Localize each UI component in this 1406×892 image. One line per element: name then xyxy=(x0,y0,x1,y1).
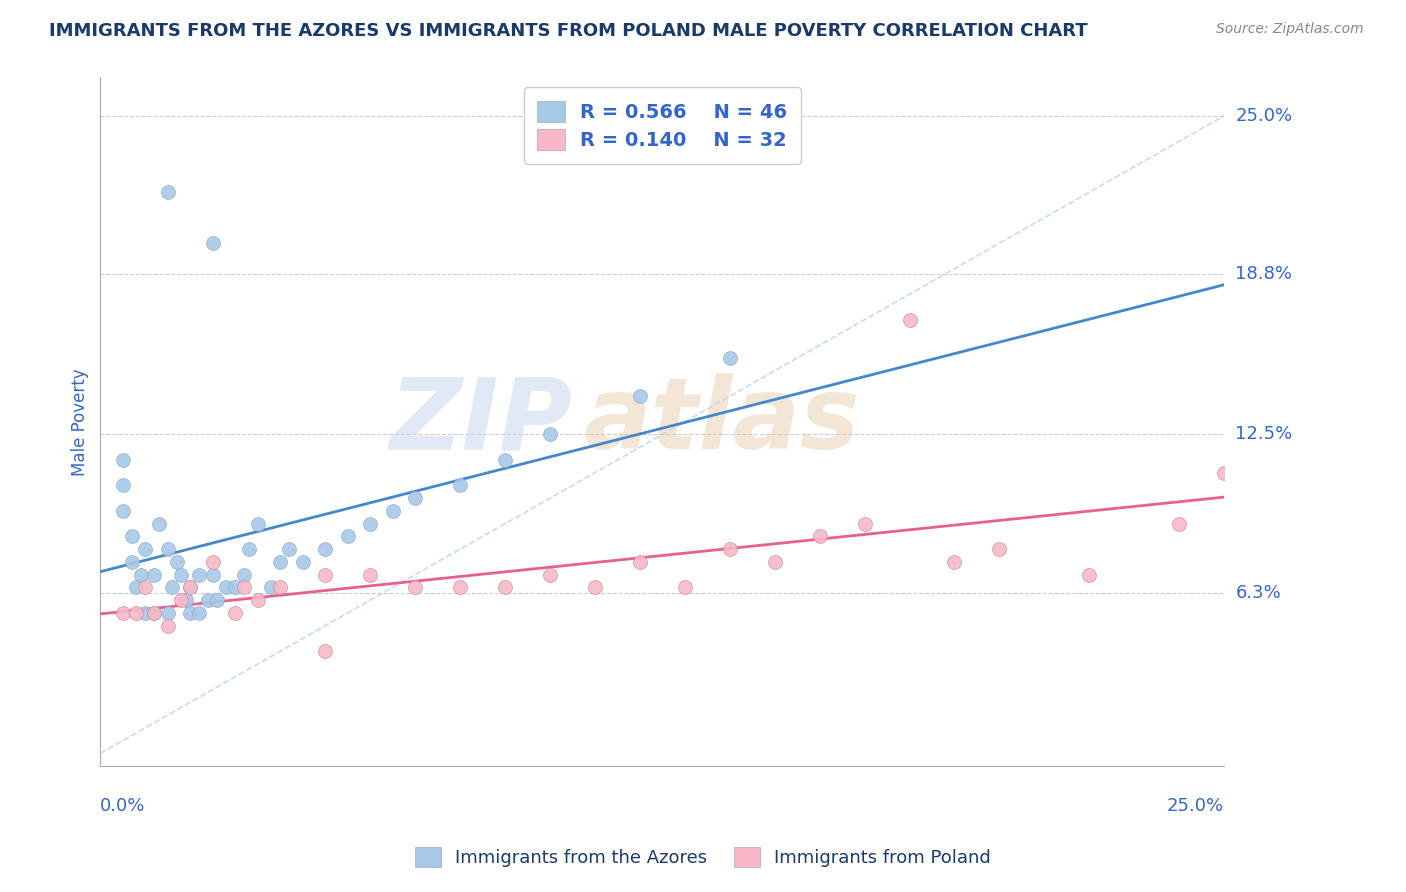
Point xyxy=(143,606,166,620)
Point xyxy=(143,606,166,620)
Point xyxy=(808,529,831,543)
Point xyxy=(314,542,336,557)
Text: 25.0%: 25.0% xyxy=(1236,107,1292,125)
Point xyxy=(207,593,229,607)
Point xyxy=(246,593,269,607)
Point xyxy=(628,389,651,403)
Point xyxy=(1078,567,1101,582)
Point xyxy=(291,555,314,569)
Point xyxy=(763,555,786,569)
Text: 25.0%: 25.0% xyxy=(1167,797,1225,814)
Point xyxy=(404,491,426,506)
Text: 6.3%: 6.3% xyxy=(1236,583,1281,601)
Point xyxy=(170,567,193,582)
Point xyxy=(260,581,283,595)
Point xyxy=(381,504,404,518)
Point xyxy=(188,567,211,582)
Point xyxy=(111,478,134,492)
Point xyxy=(174,593,197,607)
Point xyxy=(224,606,246,620)
Point xyxy=(278,542,301,557)
Point xyxy=(148,516,170,531)
Point xyxy=(718,542,741,557)
Point xyxy=(494,581,516,595)
Point xyxy=(201,236,224,251)
Point xyxy=(233,581,256,595)
Point xyxy=(143,567,166,582)
Point xyxy=(359,567,381,582)
Point xyxy=(449,581,471,595)
Point xyxy=(359,516,381,531)
Text: atlas: atlas xyxy=(583,373,860,470)
Text: 0.0%: 0.0% xyxy=(100,797,146,814)
Text: Source: ZipAtlas.com: Source: ZipAtlas.com xyxy=(1216,22,1364,37)
Point xyxy=(336,529,359,543)
Point xyxy=(1168,516,1191,531)
Point xyxy=(111,504,134,518)
Point xyxy=(179,606,201,620)
Point xyxy=(129,567,152,582)
Point xyxy=(224,581,246,595)
Legend: R = 0.566    N = 46, R = 0.140    N = 32: R = 0.566 N = 46, R = 0.140 N = 32 xyxy=(523,87,801,163)
Point xyxy=(179,581,201,595)
Text: IMMIGRANTS FROM THE AZORES VS IMMIGRANTS FROM POLAND MALE POVERTY CORRELATION CH: IMMIGRANTS FROM THE AZORES VS IMMIGRANTS… xyxy=(49,22,1088,40)
Point xyxy=(404,581,426,595)
Y-axis label: Male Poverty: Male Poverty xyxy=(72,368,89,475)
Text: ZIP: ZIP xyxy=(389,373,572,470)
Point xyxy=(215,581,238,595)
Point xyxy=(111,606,134,620)
Point xyxy=(134,581,156,595)
Point xyxy=(898,312,921,326)
Point xyxy=(156,185,179,199)
Point xyxy=(538,567,561,582)
Point xyxy=(125,606,148,620)
Point xyxy=(201,567,224,582)
Point xyxy=(188,606,211,620)
Point xyxy=(314,644,336,658)
Point xyxy=(111,453,134,467)
Point xyxy=(121,555,143,569)
Point xyxy=(166,555,188,569)
Point xyxy=(494,453,516,467)
Point xyxy=(1213,466,1236,480)
Text: 18.8%: 18.8% xyxy=(1236,265,1292,283)
Point xyxy=(583,581,606,595)
Point xyxy=(201,555,224,569)
Point xyxy=(233,567,256,582)
Point xyxy=(156,619,179,633)
Point xyxy=(673,581,696,595)
Point xyxy=(269,555,291,569)
Point xyxy=(538,427,561,442)
Point xyxy=(179,581,201,595)
Point xyxy=(197,593,219,607)
Point xyxy=(314,567,336,582)
Point xyxy=(134,542,156,557)
Point xyxy=(269,581,291,595)
Point xyxy=(156,606,179,620)
Text: 12.5%: 12.5% xyxy=(1236,425,1292,443)
Point xyxy=(718,351,741,365)
Point xyxy=(134,606,156,620)
Point xyxy=(121,529,143,543)
Point xyxy=(238,542,260,557)
Point xyxy=(853,516,876,531)
Point xyxy=(162,581,184,595)
Legend: Immigrants from the Azores, Immigrants from Poland: Immigrants from the Azores, Immigrants f… xyxy=(408,839,998,874)
Point xyxy=(170,593,193,607)
Point xyxy=(988,542,1011,557)
Point xyxy=(246,516,269,531)
Point xyxy=(943,555,966,569)
Point xyxy=(628,555,651,569)
Point xyxy=(125,581,148,595)
Point xyxy=(156,542,179,557)
Point xyxy=(449,478,471,492)
